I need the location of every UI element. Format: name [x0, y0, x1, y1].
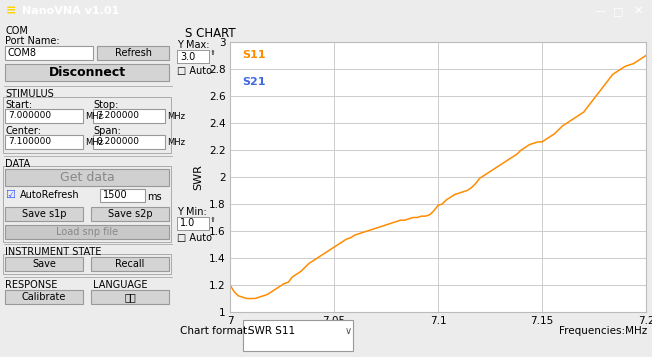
Y-axis label: SWR: SWR [194, 164, 203, 190]
Text: RESPONSE: RESPONSE [5, 280, 57, 290]
Text: Frequencies:MHz: Frequencies:MHz [559, 326, 647, 336]
Text: 7.100000: 7.100000 [8, 137, 51, 146]
Text: —: — [595, 6, 606, 16]
Text: Load snp file: Load snp file [56, 227, 118, 237]
Text: Calibrate: Calibrate [22, 292, 67, 302]
Bar [97, 46, 169, 60]
Text: STIMULUS: STIMULUS [5, 89, 53, 99]
Text: Y Min:: Y Min: [177, 207, 207, 217]
Bar [5, 135, 83, 149]
Text: MHz: MHz [167, 112, 185, 121]
Bar [3, 97, 171, 153]
Text: ⬆: ⬆ [210, 50, 216, 56]
Text: 1.0: 1.0 [180, 218, 196, 228]
Text: DATA: DATA [5, 159, 30, 169]
Text: INSTRUMENT STATE: INSTRUMENT STATE [5, 247, 101, 257]
Text: Save: Save [32, 259, 56, 269]
Text: ms: ms [147, 192, 162, 202]
Bar [5, 46, 93, 60]
Bar [5, 257, 83, 271]
Bar [3, 254, 171, 274]
Text: ⬆: ⬆ [210, 217, 216, 223]
Text: 7.200000: 7.200000 [96, 111, 139, 121]
Text: Stop:: Stop: [93, 100, 119, 110]
Bar [91, 207, 169, 221]
Text: Save s1p: Save s1p [22, 209, 67, 219]
Text: Start:: Start: [5, 100, 32, 110]
Text: COM: COM [5, 26, 28, 36]
Bar [5, 109, 83, 123]
Text: 中文: 中文 [124, 292, 136, 302]
Text: Disconnect: Disconnect [48, 66, 126, 79]
Text: SWR S11: SWR S11 [248, 326, 295, 336]
Bar [5, 207, 83, 221]
Text: Y Max:: Y Max: [177, 40, 209, 50]
Text: Get data: Get data [59, 171, 114, 184]
Text: S11: S11 [243, 50, 266, 60]
Text: MHz: MHz [85, 138, 103, 147]
Text: Save s2p: Save s2p [108, 209, 153, 219]
Text: □ Auto: □ Auto [177, 66, 212, 76]
Text: S21: S21 [243, 77, 266, 87]
Text: ≡: ≡ [6, 5, 16, 17]
Text: MHz: MHz [85, 112, 103, 121]
Text: ✕: ✕ [633, 6, 643, 16]
Text: MHz: MHz [167, 138, 185, 147]
Text: ∨: ∨ [345, 326, 352, 336]
Text: AutoRefresh: AutoRefresh [20, 190, 80, 200]
Bar [100, 189, 145, 202]
Bar [93, 135, 165, 149]
Bar [5, 64, 169, 81]
Bar [91, 257, 169, 271]
Text: □: □ [613, 6, 623, 16]
Text: S CHART: S CHART [185, 27, 235, 40]
Text: 7.000000: 7.000000 [8, 111, 51, 121]
Bar [91, 290, 169, 304]
Text: □ Auto: □ Auto [177, 233, 212, 243]
Text: NanoVNA v1.01: NanoVNA v1.01 [22, 6, 119, 16]
Bar [5, 169, 169, 186]
Text: ☑: ☑ [5, 190, 15, 200]
Text: COM8: COM8 [8, 48, 37, 58]
Bar [93, 109, 165, 123]
Text: LANGUAGE: LANGUAGE [93, 280, 147, 290]
Bar [243, 321, 353, 351]
Bar [5, 290, 83, 304]
Text: Refresh: Refresh [115, 48, 151, 58]
Text: Recall: Recall [115, 259, 145, 269]
Text: Chart format:: Chart format: [180, 326, 251, 336]
Text: Span:: Span: [93, 126, 121, 136]
Text: 3.0: 3.0 [180, 51, 196, 61]
Text: Center:: Center: [5, 126, 41, 136]
Text: 1500: 1500 [103, 191, 128, 201]
Text: 0.200000: 0.200000 [96, 137, 139, 146]
Bar [5, 225, 169, 239]
Bar [3, 166, 171, 242]
Text: Port Name:: Port Name: [5, 36, 59, 46]
